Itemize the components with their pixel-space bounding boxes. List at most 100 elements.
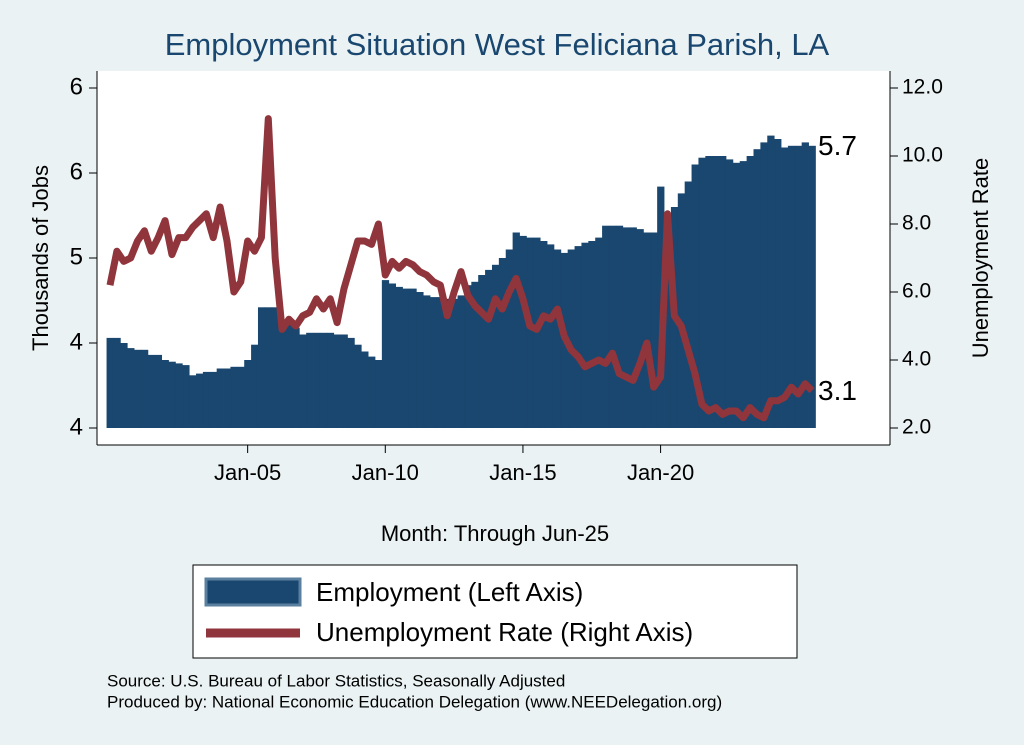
bar (278, 324, 286, 428)
bar (471, 281, 479, 428)
bar (361, 351, 369, 428)
bar (285, 324, 293, 428)
bar (161, 360, 169, 428)
y-tick-label: 6 (70, 73, 83, 100)
bar (746, 156, 754, 428)
chart-title: Employment Situation West Feliciana Pari… (165, 27, 830, 62)
bar (801, 142, 809, 428)
bar (636, 229, 644, 428)
bar (760, 142, 768, 428)
bar (402, 288, 410, 428)
bar (664, 215, 672, 428)
source-note: Source: U.S. Bureau of Labor Statistics,… (107, 671, 565, 690)
bar (519, 235, 527, 428)
bar (567, 249, 575, 428)
bar (306, 332, 314, 428)
bar (622, 227, 631, 428)
bar (264, 307, 273, 428)
bar (774, 139, 782, 428)
x-tick-label: Jan-15 (489, 460, 556, 485)
bar (416, 292, 424, 428)
bar (684, 181, 692, 428)
bar (443, 298, 452, 428)
y2-tick-label: 12.0 (902, 76, 943, 99)
bar (292, 327, 300, 428)
bar (485, 269, 493, 428)
bar (257, 307, 266, 428)
bar (526, 237, 534, 428)
bar (677, 193, 686, 428)
bar (574, 246, 582, 428)
bar (326, 332, 335, 428)
bar (354, 344, 362, 428)
x-tick-label: Jan-05 (214, 460, 281, 485)
bar (650, 232, 658, 428)
bar (140, 349, 149, 428)
y-tick-label: 6 (70, 158, 83, 185)
bar (202, 371, 211, 428)
y-axis-title: Thousands of Jobs (28, 165, 53, 351)
x-tick-label: Jan-10 (352, 460, 419, 485)
bar (175, 363, 183, 428)
y2-tick-label: 6.0 (902, 280, 931, 303)
bar (608, 225, 617, 428)
bar (409, 288, 417, 428)
bar (147, 354, 156, 428)
bar (395, 286, 403, 428)
y2-tick-label: 8.0 (902, 212, 931, 235)
y2-tick-label: 2.0 (902, 416, 931, 439)
bar (712, 156, 720, 428)
legend: Employment (Left Axis) Unemployment Rate… (192, 564, 798, 659)
bar (196, 373, 204, 428)
bar (732, 162, 741, 429)
y-tick-label: 4 (70, 413, 83, 440)
y-tick-label: 5 (70, 243, 83, 270)
bar (120, 343, 128, 428)
bar (340, 334, 348, 428)
bar (168, 361, 176, 428)
bar (615, 225, 624, 428)
bar (134, 349, 142, 428)
bar (794, 145, 803, 429)
bar (271, 307, 280, 428)
bar (491, 264, 500, 428)
bar (602, 225, 610, 428)
line (106, 115, 815, 422)
y-tick-label: 4 (70, 328, 83, 355)
bar (705, 156, 713, 428)
bar (423, 295, 431, 428)
bar (478, 275, 486, 428)
bar (643, 232, 651, 428)
bar (739, 161, 748, 428)
bar (698, 157, 706, 428)
bar (505, 249, 514, 428)
bar (368, 356, 376, 428)
bar (244, 360, 252, 428)
bar (127, 348, 135, 428)
bar (581, 242, 589, 428)
bar (629, 227, 637, 428)
bar (450, 298, 458, 428)
bar (595, 237, 603, 428)
bar (464, 285, 472, 428)
bar (436, 297, 445, 428)
bar (347, 337, 355, 428)
bar (388, 283, 397, 428)
bar (313, 332, 321, 428)
legend-label: Employment (Left Axis) (316, 577, 583, 607)
bar (333, 334, 341, 428)
bar (216, 368, 224, 428)
bar (787, 145, 796, 429)
bar (457, 295, 465, 428)
bar (512, 232, 520, 428)
bar (430, 297, 438, 428)
bar (251, 344, 259, 428)
bar (230, 366, 238, 428)
bar (588, 241, 596, 428)
y2-axis-title: Unemployment Rate (968, 158, 993, 359)
bar (106, 337, 114, 428)
bar (540, 241, 548, 428)
bar (182, 365, 190, 428)
bar (725, 159, 734, 428)
